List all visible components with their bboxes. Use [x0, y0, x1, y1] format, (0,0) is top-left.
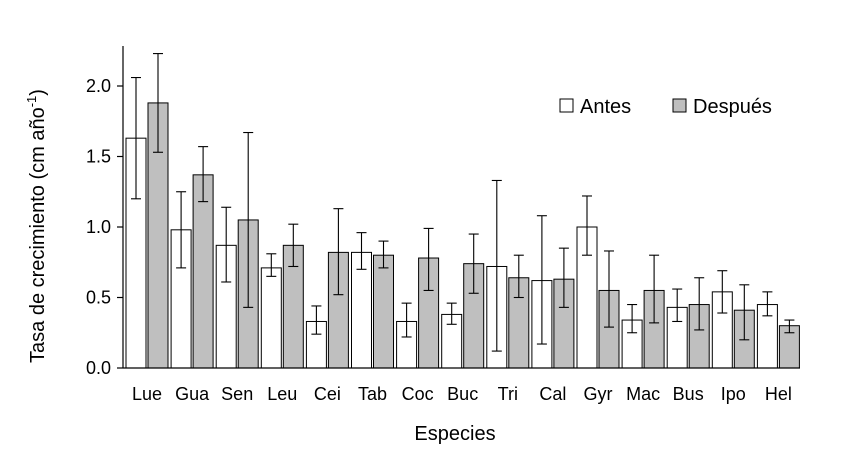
- y-tick-label: 0.5: [86, 288, 111, 308]
- y-tick-label: 1.5: [86, 147, 111, 167]
- bar-despues-tab: [373, 254, 394, 369]
- x-tick-label-gua: Gua: [175, 384, 210, 404]
- y-axis-title-close: ): [27, 89, 49, 96]
- x-tick-label-leu: Leu: [267, 384, 297, 404]
- axes-group: [122, 46, 800, 369]
- x-axis-title: Especies: [414, 423, 495, 445]
- x-tick-label-tri: Tri: [498, 384, 518, 404]
- y-tick-label: 1.0: [86, 217, 111, 237]
- legend-label-despues: Después: [693, 96, 772, 118]
- x-ticks-group: Lue Gua Sen Leu Cei Tab Coc Buc Tri Cal Gyr Mac Bus I…: [132, 384, 792, 404]
- x-tick-label-buc: Buc: [447, 384, 478, 404]
- legend: Antes Después: [559, 96, 772, 118]
- x-tick-label-cal: Cal: [539, 384, 566, 404]
- x-tick-label-cei: Cei: [314, 384, 341, 404]
- x-tick-label-ipo: Ipo: [721, 384, 746, 404]
- y-axis-title-sup: -1: [24, 96, 39, 108]
- x-tick-label-coc: Coc: [402, 384, 434, 404]
- y-tick-label: 0.0: [86, 358, 111, 378]
- bars-group: [125, 102, 800, 369]
- x-tick-label-mac: Mac: [626, 384, 660, 404]
- legend-swatch-antes: [559, 98, 574, 113]
- bar-antes-leu: [260, 267, 282, 369]
- bar-despues-gua: [192, 174, 214, 369]
- y-ticks-group: 0.0 0.5 1.0 1.5 2.0: [86, 76, 123, 378]
- x-tick-label-tab: Tab: [358, 384, 387, 404]
- legend-label-antes: Antes: [580, 96, 631, 118]
- error-bars-group: [131, 53, 795, 352]
- legend-swatch-despues: [672, 98, 687, 113]
- x-tick-label-bus: Bus: [673, 384, 704, 404]
- y-axis-title: Tasa de crecimiento (cm año-1): [24, 89, 49, 363]
- y-tick-label: 2.0: [86, 76, 111, 96]
- x-tick-label-sen: Sen: [221, 384, 253, 404]
- x-tick-label-lue: Lue: [132, 384, 162, 404]
- y-axis-title-main: Tasa de crecimiento (cm año: [27, 107, 49, 363]
- x-tick-label-gyr: Gyr: [584, 384, 613, 404]
- x-tick-label-hel: Hel: [765, 384, 792, 404]
